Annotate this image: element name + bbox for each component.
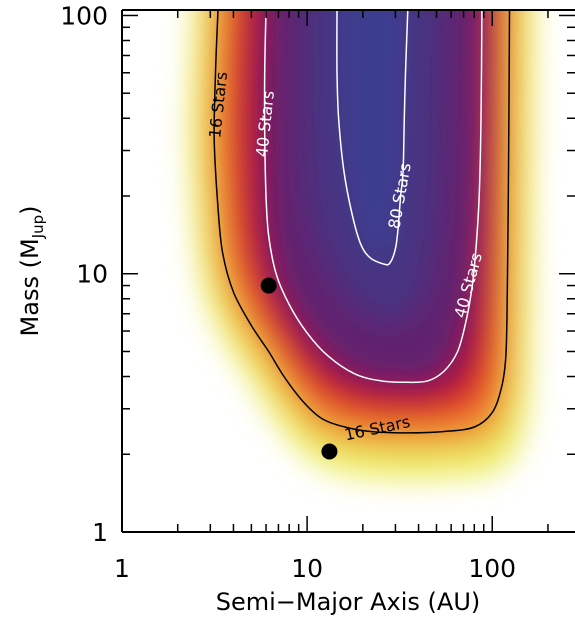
contour-line-0	[213, 10, 511, 434]
y-tick-label: 100	[60, 1, 108, 30]
data-point-0	[260, 277, 277, 294]
x-tick-label: 100	[468, 554, 516, 583]
tick-labels: 1 10 100 1 10 100	[60, 1, 516, 583]
x-tick-label: 10	[291, 554, 323, 583]
contour-line-2	[336, 10, 409, 266]
heat-blue-core	[336, 10, 408, 265]
heatmap-fill	[188, 10, 535, 481]
plot-axes	[121, 9, 575, 533]
y-tick-label: 1	[92, 518, 108, 547]
x-tick-label: 1	[114, 554, 130, 583]
y-axis-title: Mass (MJup)	[16, 206, 47, 337]
y-tick-label: 10	[76, 260, 108, 289]
x-axis-title: Semi−Major Axis (AU)	[216, 588, 481, 616]
data-point-1	[321, 443, 338, 460]
data-points	[260, 277, 338, 460]
y-axis-title-sub: Jup	[29, 215, 47, 239]
axis-ticks	[121, 10, 575, 533]
contour-line-1	[263, 10, 483, 384]
contour-lines	[213, 10, 511, 434]
